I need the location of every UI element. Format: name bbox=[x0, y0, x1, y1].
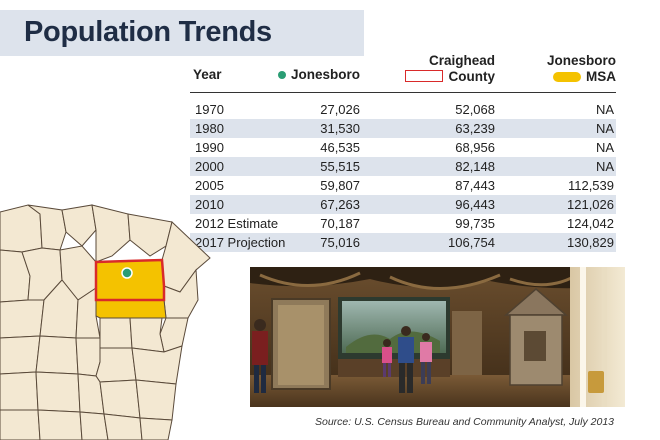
cell-year: 2010 bbox=[195, 197, 224, 212]
cell-jonesboro: 59,807 bbox=[320, 178, 360, 193]
cell-jonesboro: 67,263 bbox=[320, 197, 360, 212]
header-jonesboro-msa: Jonesboro MSA bbox=[526, 53, 616, 85]
map-county bbox=[131, 345, 183, 385]
cell-msa: 121,026 bbox=[567, 197, 614, 212]
map-county bbox=[127, 213, 173, 257]
header-msa-line2: MSA bbox=[586, 69, 616, 84]
cell-year: 2000 bbox=[195, 159, 224, 174]
cell-craighead: 63,239 bbox=[455, 121, 495, 136]
map-county bbox=[95, 347, 137, 383]
map-county bbox=[75, 287, 101, 339]
map-county bbox=[159, 317, 189, 353]
cell-craighead: 87,443 bbox=[455, 178, 495, 193]
cell-year: 2005 bbox=[195, 178, 224, 193]
header-year: Year bbox=[193, 67, 222, 82]
header-jonesboro: Jonesboro bbox=[277, 67, 360, 82]
cell-jonesboro: 55,515 bbox=[320, 159, 360, 174]
cell-craighead: 52,068 bbox=[455, 102, 495, 117]
population-table: Year Jonesboro Craighead County Jonesbor… bbox=[190, 48, 616, 252]
source-note: Source: U.S. Census Bureau and Community… bbox=[314, 416, 614, 428]
cell-year: 1980 bbox=[195, 121, 224, 136]
county-map bbox=[0, 204, 211, 440]
cell-craighead: 106,754 bbox=[448, 235, 495, 250]
header-jonesboro-label: Jonesboro bbox=[290, 67, 360, 82]
table-header: Year Jonesboro Craighead County Jonesbor… bbox=[190, 48, 616, 93]
map-county bbox=[75, 337, 101, 377]
map-county bbox=[61, 204, 97, 247]
table-row: 2017 Projection 75,016 106,754 130,829 bbox=[190, 233, 616, 252]
county-outline-icon bbox=[404, 70, 443, 82]
craighead-outline bbox=[94, 258, 166, 302]
page-title: Population Trends bbox=[24, 16, 272, 48]
cell-jonesboro: 70,187 bbox=[320, 216, 360, 231]
map-county bbox=[161, 221, 211, 293]
cell-msa: NA bbox=[595, 121, 614, 136]
cell-jonesboro: 75,016 bbox=[320, 235, 360, 250]
map-county bbox=[35, 371, 81, 413]
map-county bbox=[0, 409, 41, 440]
map-county bbox=[0, 335, 41, 375]
map-county bbox=[99, 317, 133, 349]
header-msa-line1: Jonesboro bbox=[546, 53, 616, 68]
map-county-poinsett bbox=[95, 299, 167, 319]
table-body: 1970 27,026 52,068 NA 1980 31,530 63,239… bbox=[190, 100, 616, 252]
table-row: 1980 31,530 63,239 NA bbox=[190, 119, 616, 138]
header-craighead-county: Craighead County bbox=[385, 53, 495, 85]
table-row: 2010 67,263 96,443 121,026 bbox=[190, 195, 616, 214]
cell-year: 2017 Projection bbox=[195, 235, 286, 250]
map-county bbox=[35, 335, 79, 375]
cell-year: 2012 Estimate bbox=[195, 216, 279, 231]
map-county bbox=[0, 371, 39, 411]
cell-msa: 130,829 bbox=[567, 235, 614, 250]
map-county bbox=[103, 413, 143, 440]
map-county bbox=[129, 317, 165, 353]
header-craighead-line2: County bbox=[448, 69, 496, 84]
cell-craighead: 99,735 bbox=[455, 216, 495, 231]
exhibit-photo-art bbox=[250, 267, 625, 407]
cell-msa: NA bbox=[595, 102, 614, 117]
cell-craighead: 96,443 bbox=[455, 197, 495, 212]
header-craighead-line1: Craighead bbox=[428, 53, 495, 68]
msa-fill-icon bbox=[553, 72, 581, 82]
exhibit-photo bbox=[250, 267, 625, 407]
map-county-craighead bbox=[95, 259, 165, 301]
table-row: 2012 Estimate 70,187 99,735 124,042 bbox=[190, 214, 616, 233]
cell-msa: 124,042 bbox=[567, 216, 614, 231]
cell-msa: 112,539 bbox=[567, 178, 614, 193]
cell-year: 1970 bbox=[195, 102, 224, 117]
cell-jonesboro: 46,535 bbox=[320, 140, 360, 155]
jonesboro-dot-icon bbox=[121, 267, 133, 279]
table-row: 2000 55,515 82,148 NA bbox=[190, 157, 616, 176]
map-county bbox=[139, 417, 173, 440]
cell-msa: NA bbox=[595, 159, 614, 174]
map-county bbox=[91, 204, 131, 263]
cell-craighead: 82,148 bbox=[455, 159, 495, 174]
table-row: 1970 27,026 52,068 NA bbox=[190, 100, 616, 119]
map-county bbox=[0, 204, 43, 253]
cell-msa: NA bbox=[595, 140, 614, 155]
cell-jonesboro: 31,530 bbox=[320, 121, 360, 136]
map-county bbox=[37, 409, 83, 440]
cell-craighead: 68,956 bbox=[455, 140, 495, 155]
map-county bbox=[99, 379, 141, 419]
map-county bbox=[135, 379, 177, 421]
cell-jonesboro: 27,026 bbox=[320, 102, 360, 117]
map-county bbox=[0, 299, 45, 339]
title-band bbox=[0, 10, 364, 56]
table-row: 1990 46,535 68,956 NA bbox=[190, 138, 616, 157]
table-row: 2005 59,807 87,443 112,539 bbox=[190, 176, 616, 195]
header-divider bbox=[190, 92, 616, 93]
map-county bbox=[79, 411, 109, 440]
jonesboro-dot-icon bbox=[277, 70, 286, 79]
cell-year: 1990 bbox=[195, 140, 224, 155]
